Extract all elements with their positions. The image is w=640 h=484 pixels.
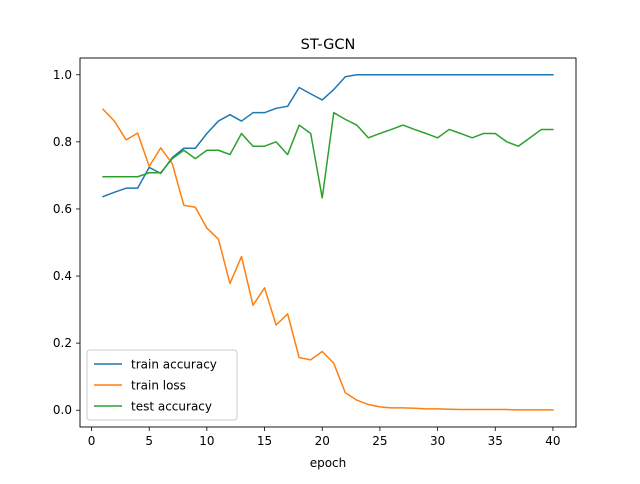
x-tick-label: 5: [145, 434, 153, 448]
y-tick-label: 0.4: [53, 269, 72, 283]
legend: train accuracy train loss test accuracy: [86, 349, 238, 421]
legend-label: train accuracy: [131, 358, 217, 372]
series-line-train-loss: [102, 108, 554, 411]
x-tick-label: 15: [257, 434, 272, 448]
x-axis-label: epoch: [310, 456, 347, 470]
legend-label: train loss: [131, 379, 186, 393]
x-tick-label: 25: [372, 434, 387, 448]
x-axis-ticks: 0 5 10 15 20 25 30 35 40: [88, 427, 561, 448]
legend-items: train accuracy train loss test accuracy: [94, 358, 217, 414]
x-tick-label: 20: [315, 434, 330, 448]
x-tick-label: 40: [545, 434, 560, 448]
y-tick-label: 0.0: [53, 403, 72, 417]
series-line-test-accuracy: [102, 111, 554, 199]
x-tick-label: 10: [199, 434, 214, 448]
series-lines: [102, 74, 554, 411]
series-line-train-accuracy: [102, 74, 554, 198]
y-tick-label: 0.2: [53, 336, 72, 350]
x-tick-label: 35: [488, 434, 503, 448]
plot-area-frame: [79, 57, 577, 428]
x-tick-label: 0: [88, 434, 96, 448]
legend-label: test accuracy: [131, 400, 212, 414]
legend-box: [86, 349, 238, 421]
y-tick-label: 0.8: [53, 135, 72, 149]
y-axis-ticks: 0.0 0.2 0.4 0.6 0.8 1.0: [53, 68, 80, 417]
chart-title: ST-GCN: [301, 37, 356, 53]
y-tick-label: 1.0: [53, 68, 72, 82]
y-tick-label: 0.6: [53, 202, 72, 216]
x-tick-label: 30: [430, 434, 445, 448]
